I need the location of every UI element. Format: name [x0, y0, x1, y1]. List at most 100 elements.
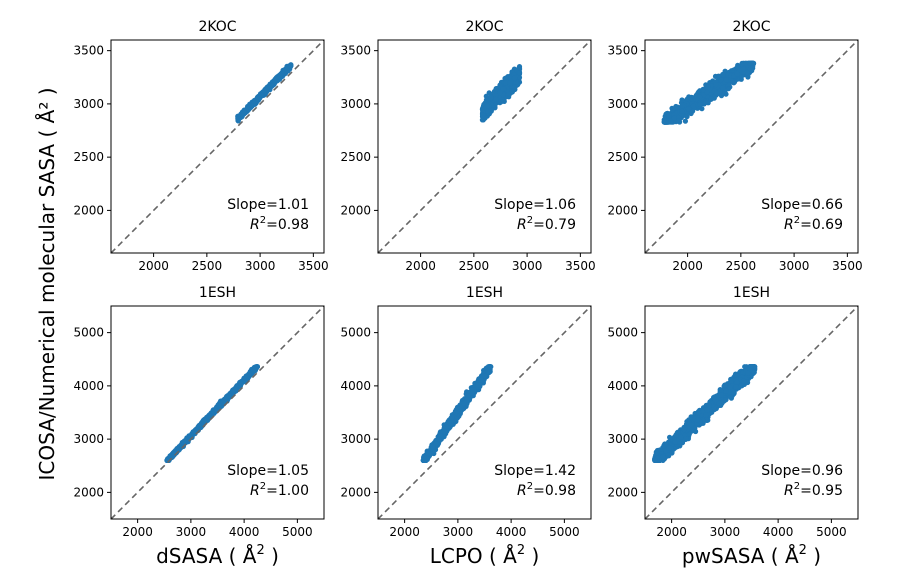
data-point [685, 106, 692, 112]
data-point [723, 77, 729, 83]
panel-title: 1ESH [199, 285, 236, 301]
data-point [679, 103, 686, 109]
data-point [238, 381, 244, 387]
slope-annotation: Slope=1.42 [494, 463, 576, 479]
x-tick-label: 2000 [672, 259, 703, 273]
data-point [252, 364, 258, 371]
data-point [487, 364, 493, 370]
y-tick-label: 2500 [73, 150, 104, 164]
x-tick-label: 3500 [565, 259, 596, 273]
data-point [666, 112, 672, 118]
data-point [740, 66, 747, 72]
data-point [176, 447, 182, 453]
y-tick-label: 2000 [340, 485, 371, 499]
y-tick-label: 3500 [73, 44, 104, 58]
figure-ylabel: ICOSA/Numerical molecular SASA ( Å² ) [35, 88, 59, 481]
data-point [682, 118, 689, 124]
data-point [240, 111, 246, 117]
data-point [751, 60, 757, 66]
x-tick-label: 5000 [549, 525, 580, 539]
data-point [449, 415, 455, 421]
x-tick-label: 2000 [389, 525, 420, 539]
x-tick-label: 3000 [245, 259, 276, 273]
data-point [246, 371, 253, 377]
r2-annotation: R2=1.00 [250, 481, 309, 499]
y-tick-label: 2000 [607, 203, 638, 217]
scatter-points [661, 60, 757, 125]
panel-title: 2KOC [732, 19, 770, 35]
scatter-points [479, 64, 523, 123]
data-point [685, 96, 691, 102]
data-point [199, 419, 205, 426]
panel-title: 1ESH [733, 285, 770, 301]
data-point [482, 373, 488, 379]
axes-frame [644, 39, 859, 254]
x-tick-label: 2000 [138, 259, 169, 273]
data-point [486, 369, 492, 375]
data-point [436, 436, 442, 442]
scatter-points [164, 364, 260, 463]
x-tick-label: 3000 [443, 525, 474, 539]
axes-frame [110, 305, 325, 520]
data-point [512, 75, 518, 81]
data-point [430, 444, 436, 450]
identity-line [378, 306, 591, 519]
slope-annotation: Slope=1.01 [227, 197, 309, 213]
data-point [478, 377, 484, 383]
data-point [235, 116, 241, 122]
y-tick-label: 3000 [340, 97, 371, 111]
data-point [226, 393, 232, 399]
x-tick-label: 3000 [779, 259, 810, 273]
data-point [484, 103, 491, 109]
data-point [469, 390, 475, 396]
scatter-points [235, 62, 294, 124]
axes-frame [377, 39, 592, 254]
data-point [269, 82, 276, 89]
data-point [661, 119, 668, 125]
data-point [517, 70, 523, 76]
data-point [705, 100, 711, 106]
data-point [679, 108, 685, 114]
identity-line [378, 40, 591, 253]
x-tick-label: 3000 [512, 259, 543, 273]
x-tick-label: 3000 [176, 525, 207, 539]
data-point [747, 66, 754, 72]
data-point [502, 80, 509, 86]
x-tick-label: 2000 [405, 259, 436, 273]
data-point [705, 84, 711, 90]
y-tick-label: 5000 [73, 326, 104, 340]
data-point [673, 103, 679, 110]
data-point [671, 115, 677, 121]
data-point [493, 92, 499, 98]
data-point [713, 82, 719, 88]
data-point [264, 87, 270, 93]
r2-annotation: R2=0.69 [784, 215, 843, 233]
data-point [475, 382, 481, 388]
axes-frame [377, 305, 592, 520]
y-tick-label: 2000 [73, 203, 104, 217]
data-point [506, 91, 512, 97]
data-point [679, 97, 685, 103]
scatter-points [420, 364, 494, 463]
data-point [205, 414, 211, 420]
data-point [731, 79, 738, 85]
panel-title: 1ESH [466, 285, 503, 301]
data-point [708, 96, 715, 102]
r2-annotation: R2=0.98 [250, 215, 309, 233]
x-tick-label: 4000 [229, 525, 260, 539]
y-tick-label: 3000 [73, 97, 104, 111]
data-point [195, 425, 201, 432]
x-tick-label: 2500 [459, 259, 490, 273]
data-point [734, 71, 741, 77]
data-point [220, 399, 226, 406]
slope-annotation: Slope=1.05 [227, 463, 309, 479]
x-tick-label: 2000 [122, 525, 153, 539]
y-tick-label: 3000 [73, 432, 104, 446]
data-point [480, 112, 486, 118]
